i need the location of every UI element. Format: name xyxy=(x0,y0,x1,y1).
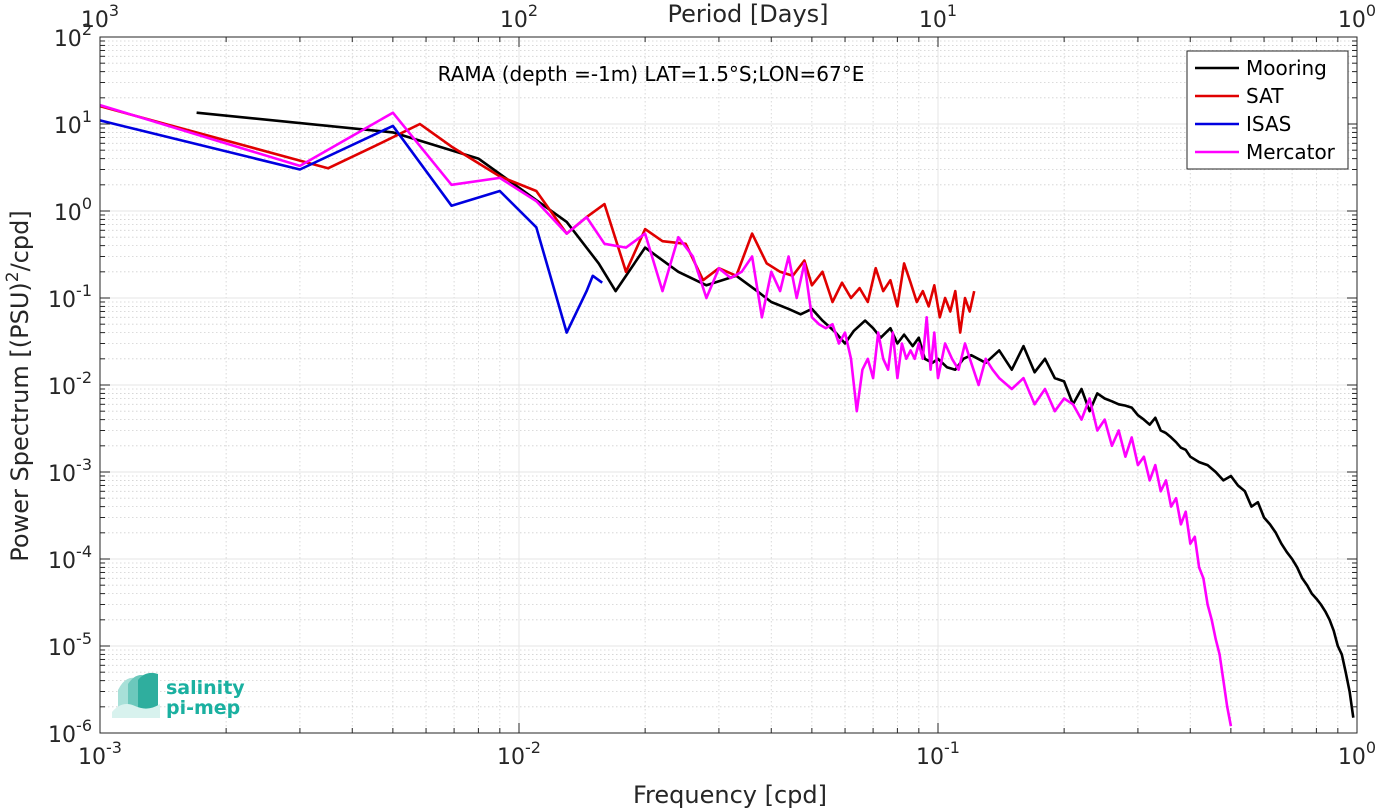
y-tick-label: 10-1 xyxy=(48,281,92,313)
x2-tick-label: 100 xyxy=(1338,1,1376,33)
y-tick-label: 10-5 xyxy=(48,629,92,661)
logo-line2: pi-mep xyxy=(166,697,240,719)
series-line-isas xyxy=(100,119,603,334)
legend-label: Mercator xyxy=(1246,140,1336,164)
logo-line1: salinity xyxy=(166,677,245,699)
x2-tick-label: 102 xyxy=(500,1,538,33)
y-tick-label: 102 xyxy=(54,20,92,52)
y-tick-label: 10-4 xyxy=(48,542,92,574)
legend: Mooring SAT ISAS Mercator xyxy=(1186,50,1349,170)
legend-label: SAT xyxy=(1246,84,1284,108)
series-line-mooring xyxy=(196,111,1355,718)
x2-tick-label: 103 xyxy=(81,1,119,33)
legend-label: Mooring xyxy=(1246,56,1327,80)
chart-title: RAMA (depth =-1m) LAT=1.5°S;LON=67°E xyxy=(438,62,865,86)
x-tick-label: 100 xyxy=(1338,738,1376,770)
x-tick-label: 10-1 xyxy=(916,738,960,770)
series-layer xyxy=(100,103,1355,727)
y-tick-label: 10-6 xyxy=(48,716,92,748)
tick-layer xyxy=(99,36,1358,734)
x-tick-label: 10-3 xyxy=(78,738,122,770)
x-tick-label: 10-2 xyxy=(497,738,541,770)
logo-waves-icon xyxy=(112,672,160,718)
series-line-mercator xyxy=(100,103,1233,727)
y-tick-label: 10-3 xyxy=(48,455,92,487)
y-tick-label: 100 xyxy=(54,194,92,226)
x-axis-label: Frequency [cpd] xyxy=(633,781,827,809)
y-axis-label: Power Spectrum [(PSU)2/cpd] xyxy=(3,210,34,561)
salinity-pi-mep-logo: salinity pi-mep xyxy=(112,672,245,719)
legend-label: ISAS xyxy=(1246,112,1291,136)
x2-axis-label: Period [Days] xyxy=(667,0,828,28)
x2-tick-label: 101 xyxy=(919,1,957,33)
y-tick-label: 101 xyxy=(54,107,92,139)
legend-box xyxy=(1186,50,1349,170)
y-tick-label: 10-2 xyxy=(48,368,92,400)
